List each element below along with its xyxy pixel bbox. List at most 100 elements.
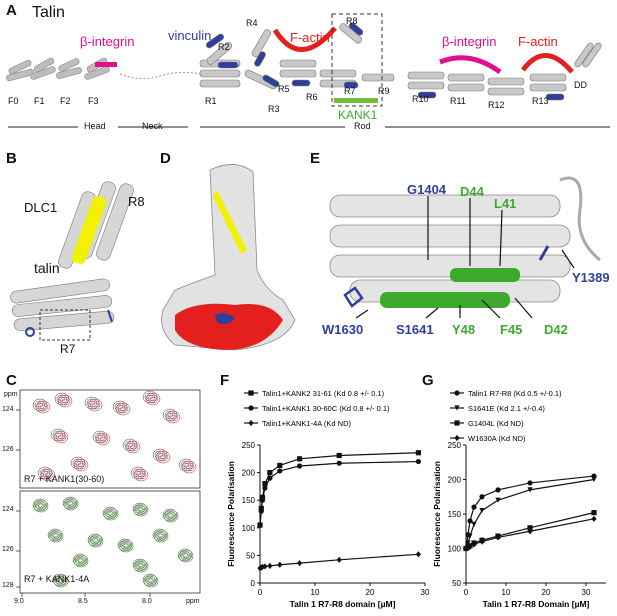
- nmr-peak-black: [134, 504, 146, 514]
- nmr-peak-green: [145, 576, 157, 586]
- nmr-top-peaks: [32, 390, 197, 482]
- nmr-peak-red: [97, 434, 109, 444]
- nmr-peak-black: [146, 577, 154, 583]
- y-tick-label: 150: [448, 510, 462, 519]
- nmr-peak-red: [55, 432, 67, 442]
- f-actin-arc-2: [520, 53, 574, 74]
- nmr-peak-black: [72, 458, 84, 468]
- data-point: [591, 515, 597, 522]
- data-point: [467, 543, 473, 550]
- nmr-xtick-8-5: 8.5: [78, 598, 88, 605]
- nmr-peak-red: [99, 436, 107, 442]
- nmr-peak-green: [90, 536, 102, 546]
- data-point: [297, 456, 303, 462]
- domain-r1: R1: [205, 96, 217, 106]
- nmr-peak-black: [164, 510, 176, 520]
- panel-c-letter: C: [6, 372, 17, 389]
- nmr-peak-red: [77, 462, 85, 468]
- nmr-peak-green: [180, 551, 192, 561]
- nmr-peak-black: [114, 402, 126, 412]
- label-g1404: G1404: [407, 182, 447, 197]
- nmr-peak-red: [95, 432, 111, 446]
- nmr-peak-black: [132, 558, 148, 572]
- panel-b-letter: B: [6, 150, 17, 167]
- nmr-peak-black: [49, 530, 61, 540]
- nmr-peak-black: [112, 400, 128, 414]
- nmr-peak-green: [92, 538, 100, 544]
- domain-r4: R4: [246, 18, 258, 28]
- nmr-peak-red: [91, 402, 99, 408]
- nmr-peak-red: [135, 470, 147, 480]
- nmr-peak-black: [94, 432, 106, 442]
- nmr-peak-black: [132, 502, 148, 516]
- data-point: [467, 533, 473, 539]
- y-tick-label: 200: [242, 469, 256, 478]
- panel-a-letter: A: [6, 2, 17, 19]
- panel-b-structure: [10, 181, 134, 341]
- y-tick-label: 0: [251, 579, 256, 588]
- nmr-peak-red: [117, 404, 129, 414]
- head-domains: [6, 57, 110, 82]
- nmr-peak-green: [53, 574, 69, 588]
- y-tick-label: 100: [448, 545, 462, 554]
- nmr-peak-black: [102, 506, 118, 520]
- nmr-peak-black: [92, 430, 108, 444]
- nmr-peak-green: [133, 559, 149, 573]
- nmr-peak-red: [167, 412, 179, 422]
- x-tick-label: 30: [582, 588, 591, 597]
- data-point: [479, 538, 485, 545]
- panel-g-letter: G: [422, 372, 434, 389]
- nmr-peak-red: [39, 404, 47, 410]
- nmr-peak-green: [48, 529, 64, 543]
- nmr-peak-green: [155, 531, 167, 541]
- nmr-peak-red: [53, 430, 69, 444]
- nmr-peak-green: [77, 558, 85, 564]
- data-point: [258, 508, 264, 514]
- chart-g: 50 100 150 200 250 0 10 20 30 Talin 1 R7-R8 Domai…: [432, 389, 606, 609]
- nmr-peak-green: [33, 499, 49, 513]
- domain-r12: R12: [488, 100, 505, 110]
- nmr-peak-black: [89, 535, 101, 545]
- x-axis-label: Talin 1 R7-R8 Domain [µM]: [483, 599, 590, 609]
- nmr-peak-black: [37, 466, 53, 480]
- x-tick-label: 10: [502, 588, 511, 597]
- nmr-peak-black: [54, 392, 70, 406]
- nmr-peak-black: [52, 430, 64, 440]
- panel-e-letter: E: [310, 150, 321, 167]
- panel-d-surface: [161, 164, 296, 351]
- data-point: [479, 494, 485, 500]
- kank-binding-red-surface: [175, 303, 283, 350]
- nmr-peak-black: [178, 458, 194, 472]
- data-point: [591, 510, 597, 516]
- nmr-peak-red: [73, 458, 89, 472]
- nmr-xtick-9: 9.0: [14, 598, 24, 605]
- nmr-peak-green: [75, 556, 87, 566]
- legend-entry: Talin1+KANK1-4A (Kd ND): [262, 419, 351, 428]
- nmr-peak-green: [157, 533, 165, 539]
- data-point: [257, 522, 263, 528]
- panel-d-letter: D: [160, 150, 171, 167]
- nmr-peak-black: [162, 508, 178, 522]
- nmr-peak-black: [142, 390, 158, 404]
- nmr-peak-red: [125, 440, 141, 454]
- nmr-peak-red: [165, 410, 181, 424]
- data-point: [415, 450, 421, 456]
- r7-dashed-box-b: [39, 309, 91, 341]
- f-actin-label-1: F-actin: [290, 30, 330, 45]
- data-point: [527, 487, 533, 493]
- data-point: [277, 468, 283, 474]
- data-point: [454, 390, 460, 396]
- nmr-peak-black: [119, 540, 131, 550]
- chart-g-plot: 50 100 150 200 250 0 10 20 30 Talin 1 R7-R8 Domai…: [432, 389, 606, 609]
- nmr-peak-black: [144, 392, 156, 402]
- data-point: [262, 481, 268, 487]
- nmr-peak-black: [86, 398, 98, 408]
- series-line: [259, 460, 419, 526]
- data-point: [467, 518, 473, 524]
- domain-r2: R2: [218, 42, 230, 52]
- blue-patch: [215, 313, 235, 325]
- legend-entry: S1641E (Kd 2.1 +/-0.4): [468, 404, 545, 413]
- panel-a-title: Talin: [32, 4, 65, 21]
- nmr-peak-black: [51, 532, 59, 538]
- dlc1-surface: [213, 190, 247, 254]
